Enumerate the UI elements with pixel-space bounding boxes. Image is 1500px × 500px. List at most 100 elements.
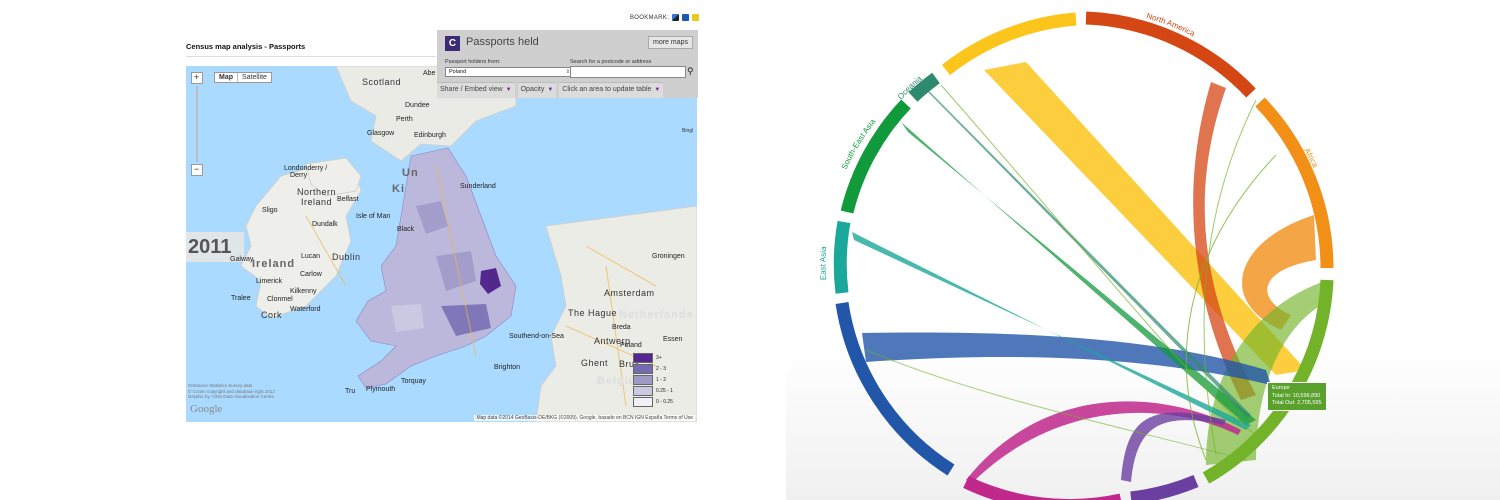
postcode-search-input[interactable]: [570, 66, 686, 78]
legend-swatch: [633, 396, 653, 407]
passport-country-select[interactable]: Poland ⇕: [445, 67, 574, 77]
legend-swatch: [633, 363, 653, 374]
google-logo: Google: [190, 403, 223, 415]
place-netherlands: Netherlands: [619, 309, 694, 321]
legend-row: 2 - 3: [633, 363, 689, 374]
zoom-slider-track[interactable]: [195, 86, 198, 162]
arc-purple: [1130, 474, 1199, 500]
delicious-icon[interactable]: [672, 14, 680, 21]
place-carlow: Carlow: [300, 271, 322, 278]
migration-chord-diagram: Latin America North America Africa Ocean…: [786, 0, 1500, 500]
passports-control-panel: C Passports held more maps Passport hold…: [437, 30, 698, 98]
arc-north-america: [1085, 11, 1256, 98]
place-kilkenny: Kilkenny: [290, 288, 317, 295]
place-plymouth: Plymouth: [366, 386, 396, 393]
arc-east-asia: [833, 220, 851, 294]
place-brussels: Brux: [619, 359, 640, 369]
zoom-in-button[interactable]: +: [190, 72, 203, 84]
ribbon-africa-europe: [1242, 215, 1316, 330]
area-table-button[interactable]: Click an area to update table ▼: [559, 82, 664, 98]
title-divider: [186, 56, 436, 57]
chord-canvas: Latin America North America Africa Ocean…: [818, 11, 1334, 500]
place-londonderry: Londonderry /: [284, 165, 328, 172]
page-title: Census map analysis - Passports: [186, 42, 306, 51]
place-torquay: Torquay: [401, 378, 426, 385]
ribbon-magenta: [966, 401, 1241, 483]
census-map-panel: BOOKMARK: Census map analysis - Passport…: [186, 14, 700, 422]
place-derry: Derry: [290, 172, 308, 179]
legend-swatch: [633, 374, 653, 385]
region-label-east-asia: East Asia: [818, 246, 828, 281]
ribbon-thin-green-3: [1203, 99, 1257, 456]
ribbon-oceania-europe: [926, 90, 1251, 418]
share-embed-label: Share / Embed view: [440, 86, 503, 93]
arc-africa: [1255, 97, 1334, 269]
zoom-out-button[interactable]: −: [190, 164, 203, 176]
place-breda: Breda: [612, 324, 631, 331]
panel-toolbar: Share / Embed view ▼ Opacity ▼ Click an ar…: [437, 82, 698, 98]
place-northern: Northern: [297, 187, 337, 197]
legend-label: 1 - 2: [656, 376, 667, 383]
place-the-hague: The Hague: [568, 308, 618, 318]
place-limerick: Limerick: [256, 278, 283, 285]
mid-district-c: [441, 304, 491, 336]
bookmark-bar: BOOKMARK:: [630, 14, 700, 21]
place-aberdeen: Abe: [423, 70, 436, 77]
place-waterford: Waterford: [290, 306, 321, 313]
place-groningen: Groningen: [652, 253, 685, 260]
legend-swatch: [633, 352, 653, 363]
place-ireland-ni: Ireland: [301, 197, 333, 207]
opacity-button[interactable]: Opacity ▼: [517, 82, 557, 98]
place-dundee: Dundee: [405, 102, 430, 109]
credit-line: Graphic by: ONS Data Visualisation Centr…: [188, 394, 274, 399]
search-icon[interactable]: ⚲: [687, 66, 694, 76]
mid-district-d: [391, 304, 424, 332]
more-maps-button[interactable]: more maps: [647, 36, 693, 49]
place-clonmel: Clonmel: [267, 296, 293, 303]
dark-district: [480, 268, 501, 294]
opacity-label: Opacity: [520, 86, 545, 93]
ribbon-southasia-europe: [862, 332, 1271, 385]
ribbon-thin-green-2: [940, 84, 1257, 436]
census-map[interactable]: + − Map Satellite 2011 Scotland Abe Dund…: [186, 66, 697, 422]
map-type-toggle: Map Satellite: [214, 72, 272, 83]
map-type-satellite-button[interactable]: Satellite: [242, 74, 267, 81]
ribbon-thin-green-4: [865, 349, 1247, 461]
place-sligo: Sligo: [262, 207, 278, 214]
ribbon-na-europe: [1193, 82, 1256, 400]
ribbon-purple: [1121, 412, 1226, 482]
place-sunderland: Sunderland: [460, 183, 496, 190]
arc-latin-america: [941, 12, 1077, 76]
region-label-east-asia-path: East Asia: [818, 246, 828, 281]
ribbon-latam-europe: [984, 62, 1306, 375]
place-glasgow: Glasgow: [367, 130, 395, 137]
bookmark-label: BOOKMARK:: [630, 14, 670, 21]
share-embed-button[interactable]: Share / Embed view ▼: [437, 82, 515, 98]
place-antwerp: Antwerp: [594, 336, 631, 346]
ribbon-thin-green-1: [1185, 154, 1277, 461]
ribbon-sea-europe: [901, 122, 1256, 425]
map-attribution[interactable]: Map data ©2014 GeoBasis-DE/BKG (©2009), …: [474, 415, 695, 421]
place-galway: Galway: [230, 256, 254, 263]
stumbleupon-icon[interactable]: [692, 14, 700, 21]
tooltip-total-in: Total In: 10,599,890: [1272, 392, 1321, 399]
legend-label: 3+: [656, 354, 662, 361]
place-essen: Essen: [663, 336, 683, 343]
credit-line: © Crown copyright and database right 201…: [188, 388, 275, 394]
place-poland-legend-title: Poland: [620, 342, 642, 349]
region-tooltip: Europe Total In: 10,599,890 Total Out: 2…: [1267, 382, 1327, 411]
place-kingdom: Ki: [392, 183, 405, 195]
map-type-map-button[interactable]: Map: [215, 73, 238, 82]
legend-row: 0.25 - 1: [633, 385, 689, 396]
place-amsterdam: Amsterdam: [604, 288, 655, 298]
census-logo-icon: C: [445, 36, 460, 51]
place-tralee: Tralee: [231, 295, 251, 302]
legend-row: 0 - 0.25: [633, 396, 689, 407]
year-label: 2011: [186, 232, 244, 262]
northern-ireland-landmass: [305, 157, 362, 197]
legend-row: 3+: [633, 352, 689, 363]
place-edinburgh: Edinburgh: [414, 132, 446, 139]
legend-label: 2 - 3: [656, 365, 667, 372]
zoom-control: + −: [190, 72, 203, 176]
digg-icon[interactable]: [682, 14, 690, 21]
